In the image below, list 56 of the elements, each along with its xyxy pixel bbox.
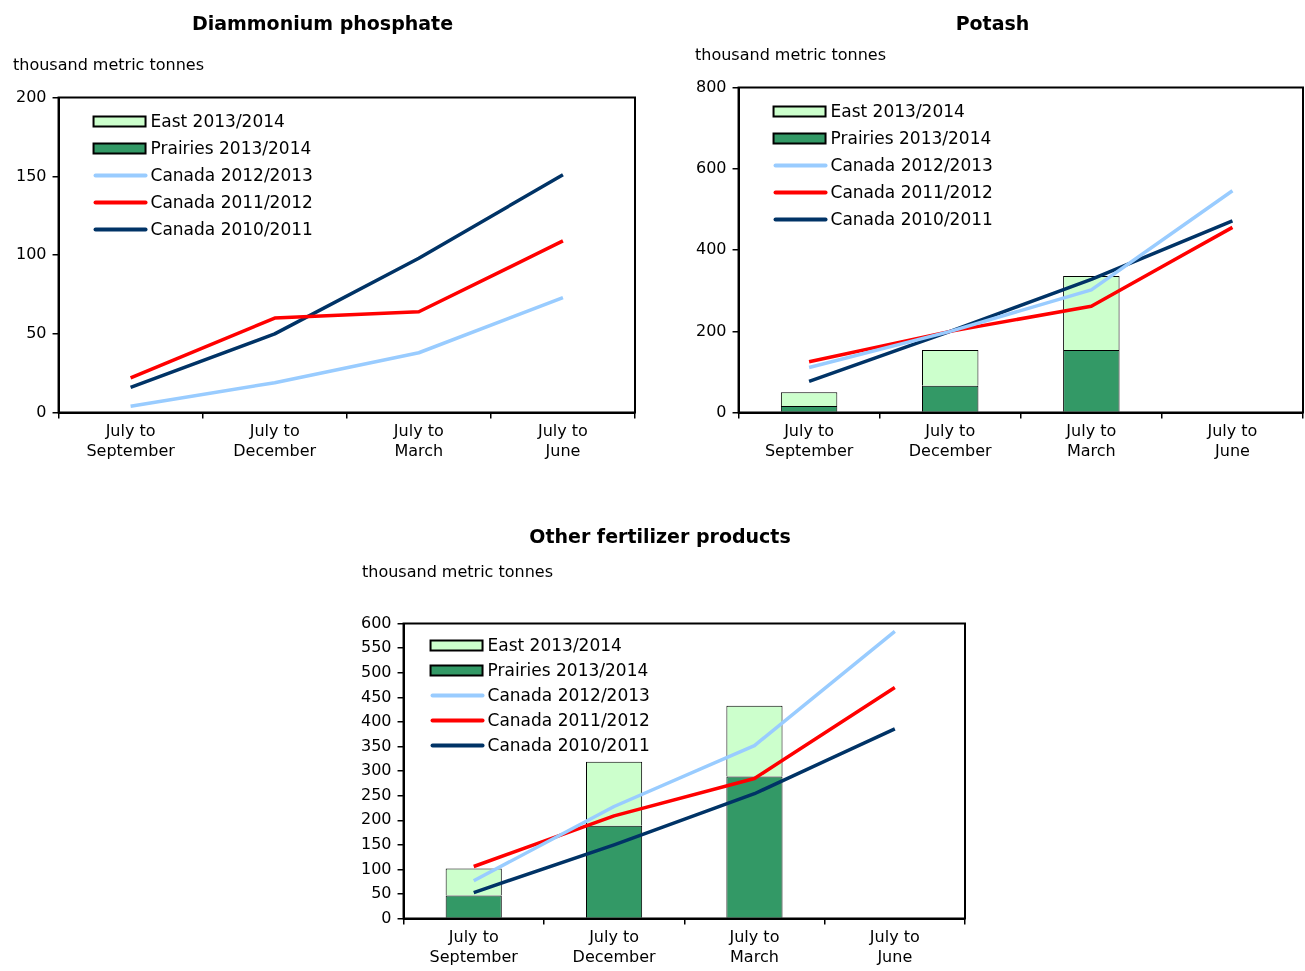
legend-label: East 2013/2014	[830, 101, 965, 122]
x-tick-label: July to March	[392, 421, 444, 460]
legend-label: Prairies 2013/2014	[487, 660, 649, 681]
y-tick-label: 250	[360, 784, 392, 804]
y-tick-label: 400	[695, 239, 727, 259]
legend-label: Canada 2010/2011	[830, 209, 993, 230]
y-tick-label: 600	[360, 612, 392, 632]
y-tick-label: 200	[360, 809, 392, 829]
legend-label: Canada 2011/2012	[487, 710, 650, 731]
y-tick-label: 450	[360, 686, 392, 706]
chart-title: Other fertilizer products	[528, 525, 792, 547]
y-tick-label: 0	[36, 401, 47, 421]
legend-label: Canada 2011/2012	[150, 192, 313, 213]
x-tick-label: July to June	[868, 927, 920, 966]
legend-label: Prairies 2013/2014	[830, 128, 992, 149]
chart-title: Potash	[954, 12, 1031, 34]
y-tick-label: 200	[15, 86, 47, 106]
x-tick-label: July to December	[908, 421, 993, 460]
y-tick-label: 500	[360, 661, 392, 681]
y-tick-label: 800	[695, 76, 727, 96]
x-tick-label: July to June	[1206, 421, 1258, 460]
x-tick-label: July to March	[1065, 421, 1117, 460]
legend-label: Canada 2011/2012	[830, 182, 993, 203]
y-tick-label: 550	[360, 637, 392, 657]
y-axis-title: thousand metric tonnes	[695, 45, 886, 64]
y-tick-label: 50	[26, 323, 47, 343]
x-tick-label: July to June	[536, 421, 588, 460]
legend-label: East 2013/2014	[150, 111, 285, 132]
x-tick-label: July to December	[572, 927, 656, 966]
y-tick-label: 400	[360, 711, 392, 731]
x-tick-label: July to March	[728, 927, 780, 966]
y-axis-title: thousand metric tonnes	[13, 55, 204, 74]
y-axis-title: thousand metric tonnes	[362, 562, 553, 581]
legend-label: Canada 2012/2013	[830, 155, 993, 176]
legend-label: Canada 2012/2013	[487, 685, 650, 706]
y-tick-label: 150	[360, 834, 392, 854]
x-tick-label: July to September	[86, 421, 176, 460]
legend-label: East 2013/2014	[487, 635, 622, 656]
y-tick-label: 150	[15, 165, 47, 185]
y-tick-label: 100	[15, 244, 47, 264]
y-tick-label: 0	[716, 401, 727, 421]
y-tick-label: 350	[360, 735, 392, 755]
legend-label: Canada 2010/2011	[150, 219, 313, 240]
y-tick-label: 50	[371, 883, 392, 903]
y-tick-label: 100	[360, 858, 392, 878]
y-tick-label: 300	[360, 760, 392, 780]
legend-label: Canada 2010/2011	[487, 735, 650, 756]
y-tick-label: 600	[695, 158, 727, 178]
y-tick-label: 200	[695, 320, 727, 340]
legend-label: Canada 2012/2013	[150, 165, 313, 186]
x-tick-label: July to September	[429, 927, 519, 966]
legend-label: Prairies 2013/2014	[150, 138, 312, 159]
chart-title: Diammonium phosphate	[190, 12, 455, 34]
y-tick-label: 0	[381, 907, 392, 927]
x-tick-label: July to September	[764, 421, 854, 460]
x-tick-label: July to December	[233, 421, 317, 460]
